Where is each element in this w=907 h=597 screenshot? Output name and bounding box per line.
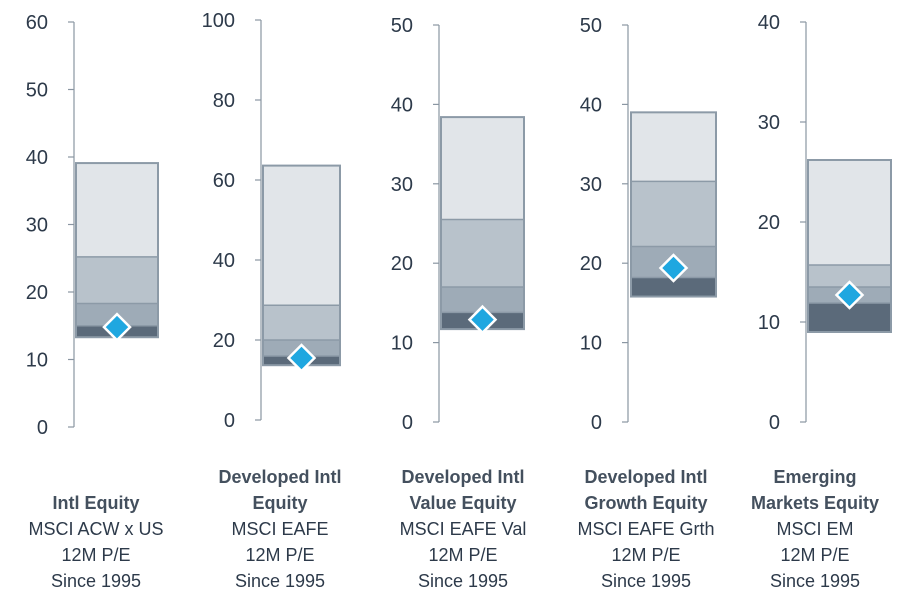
- y-tick-label: 20: [758, 212, 780, 234]
- caption-period-line: Since 1995: [600, 571, 692, 591]
- caption-title-line: Emerging: [773, 467, 857, 487]
- y-tick-label: 30: [580, 174, 602, 196]
- y-tick-label: 0: [402, 412, 413, 434]
- y-tick-label: 40: [213, 250, 235, 272]
- band-q3-to-max: [631, 112, 716, 182]
- y-tick-label: 10: [758, 312, 780, 334]
- caption-emerging-markets-equity: Emerging Markets Equity MSCI EM 12M P/E …: [726, 464, 904, 594]
- y-tick-label: 50: [580, 15, 602, 37]
- caption-index-line: MSCI EAFE: [231, 519, 329, 539]
- caption-developed-intl-growth-equity: Developed Intl Growth Equity MSCI EAFE G…: [556, 464, 736, 594]
- y-tick-label: 10: [26, 350, 48, 372]
- current-value-marker: [834, 280, 865, 310]
- caption-period-line: Since 1995: [50, 571, 142, 591]
- caption-developed-intl-value-equity: Developed Intl Value Equity MSCI EAFE Va…: [373, 464, 553, 594]
- caption-index-line: MSCI EM: [776, 519, 854, 539]
- caption-title-line: Developed Intl: [218, 467, 342, 487]
- band-q3-to-max: [76, 163, 158, 257]
- band-outline: [807, 159, 892, 333]
- caption-title-line: Value Equity: [409, 493, 517, 513]
- caption-title-line: Developed Intl: [401, 467, 525, 487]
- caption-title-line: Growth Equity: [584, 493, 708, 513]
- y-tick-label: 30: [391, 174, 413, 196]
- y-tick-label: 20: [580, 253, 602, 275]
- y-tick-label: 40: [26, 147, 48, 169]
- caption-period-line: Since 1995: [769, 571, 861, 591]
- y-tick-label: 50: [391, 15, 413, 37]
- caption-period-line: Since 1995: [417, 571, 509, 591]
- caption-title-line: Equity: [252, 493, 308, 513]
- y-tick-label: 0: [224, 410, 235, 432]
- caption-metric-line: 12M P/E: [61, 545, 131, 565]
- y-tick-label: 100: [202, 10, 235, 32]
- caption-metric-line: 12M P/E: [245, 545, 315, 565]
- caption-metric-line: 12M P/E: [780, 545, 850, 565]
- caption-title-line: Intl Equity: [52, 493, 140, 513]
- y-tick-label: 80: [213, 90, 235, 112]
- current-value-marker: [658, 253, 689, 283]
- band-median-to-q3: [808, 265, 891, 287]
- y-tick-label: 40: [580, 94, 602, 116]
- caption-metric-line: 12M P/E: [428, 545, 498, 565]
- band-q3-to-max: [263, 165, 340, 306]
- caption-intl-equity: Intl Equity MSCI ACW x US 12M P/E Since …: [6, 490, 186, 594]
- y-tick-label: 60: [26, 12, 48, 34]
- caption-index-line: MSCI EAFE Grth: [577, 519, 715, 539]
- y-tick-label: 50: [26, 80, 48, 102]
- y-tick-label: 40: [758, 12, 780, 34]
- current-value-marker: [102, 312, 132, 342]
- y-tick-label: 20: [213, 330, 235, 352]
- caption-index-line: MSCI ACW x US: [28, 519, 164, 539]
- current-value-marker: [467, 304, 498, 335]
- caption-metric-line: 12M P/E: [611, 545, 681, 565]
- y-tick-label: 0: [37, 417, 48, 439]
- y-tick-label: 60: [213, 170, 235, 192]
- y-tick-label: 20: [391, 253, 413, 275]
- band-median-to-q3: [631, 181, 716, 247]
- y-tick-label: 30: [758, 112, 780, 134]
- band-median-to-q3: [263, 305, 340, 340]
- band-q3-to-max: [441, 117, 524, 220]
- band-median-to-q3: [441, 219, 524, 288]
- band-median-to-q3: [76, 256, 158, 304]
- band-q3-to-max: [808, 160, 891, 265]
- y-tick-label: 0: [769, 412, 780, 434]
- band-min-to-q1: [631, 277, 716, 297]
- caption-period-line: Since 1995: [234, 571, 326, 591]
- y-tick-label: 30: [26, 215, 48, 237]
- y-tick-label: 0: [591, 412, 602, 434]
- y-tick-label: 10: [580, 333, 602, 355]
- caption-title-line: Markets Equity: [750, 493, 880, 513]
- y-tick-label: 40: [391, 94, 413, 116]
- caption-developed-intl-equity: Developed Intl Equity MSCI EAFE 12M P/E …: [190, 464, 370, 594]
- caption-title-line: Developed Intl: [584, 467, 708, 487]
- y-tick-label: 10: [391, 333, 413, 355]
- caption-index-line: MSCI EAFE Val: [399, 519, 527, 539]
- current-value-marker: [286, 343, 317, 373]
- y-tick-label: 20: [26, 282, 48, 304]
- band-outline: [630, 111, 717, 298]
- chart-canvas: 0102030405060020406080100010203040500102…: [26, 10, 892, 439]
